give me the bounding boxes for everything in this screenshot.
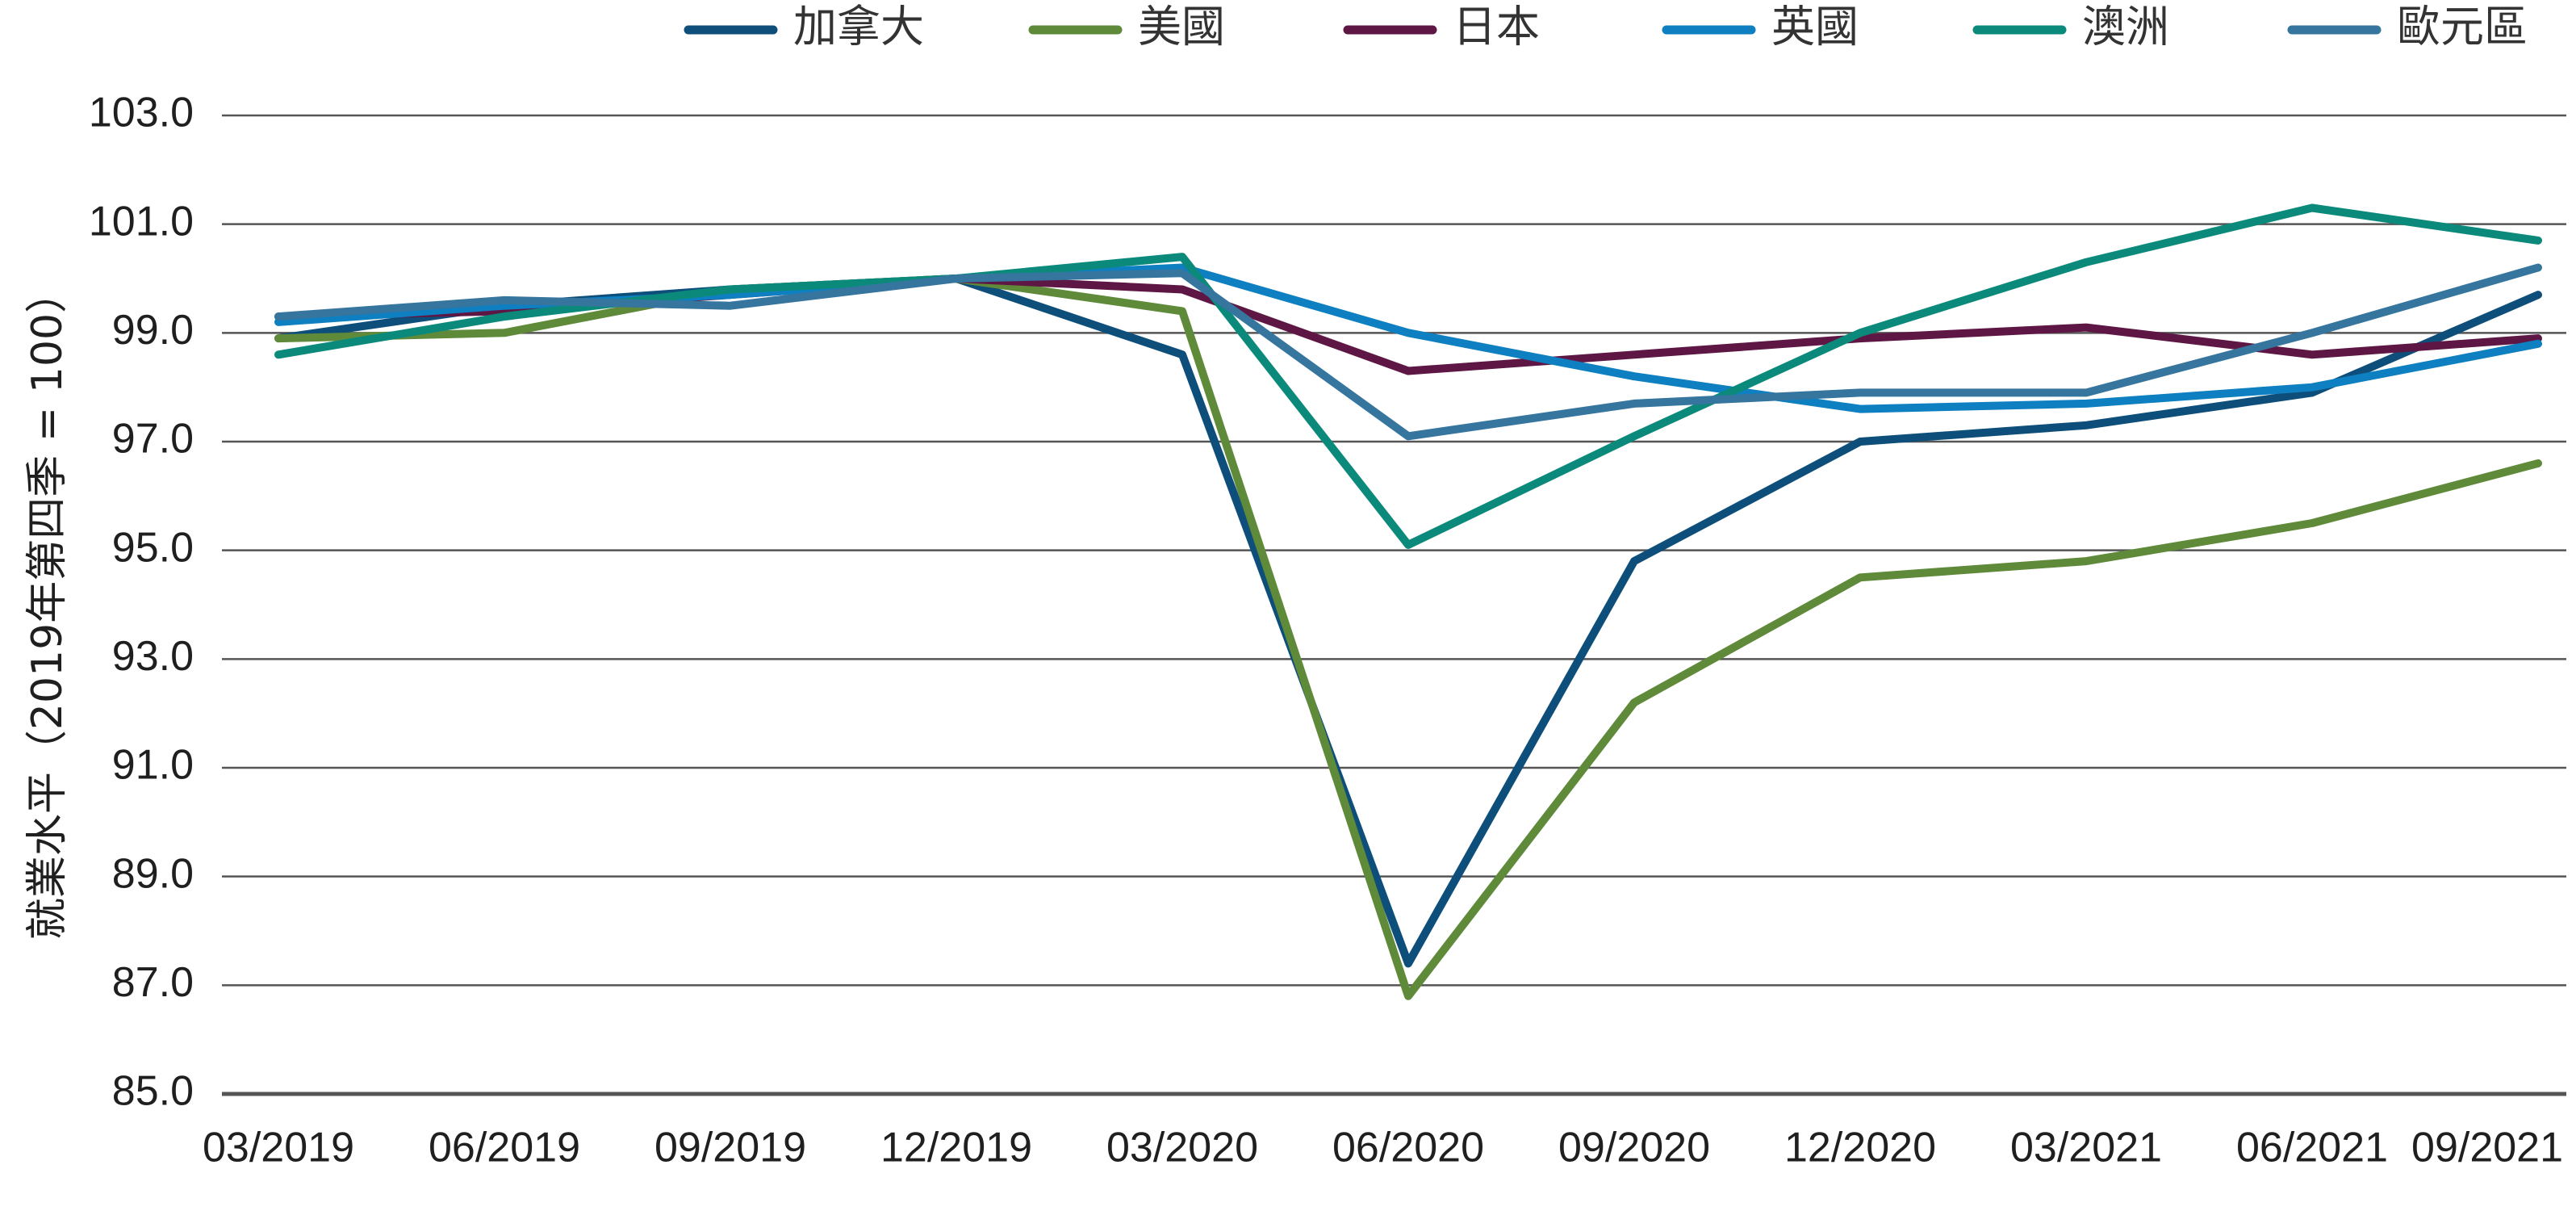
y-tick-label: 87.0 <box>112 959 194 1006</box>
legend-item-2: 日本 <box>1343 2 1540 52</box>
legend-label: 美國 <box>1138 2 1225 52</box>
legend-label: 加拿大 <box>793 2 924 52</box>
y-tick-label: 101.0 <box>89 198 194 245</box>
series-line-5 <box>274 263 2542 441</box>
y-tick-label: 91.0 <box>112 742 194 789</box>
series-line-4 <box>274 203 2542 549</box>
legend-item-4: 澳洲 <box>1972 2 2169 52</box>
grid-lines <box>222 114 2566 1096</box>
legend-label: 英國 <box>1771 2 1859 52</box>
x-tick-label: 09/2021 <box>2411 1125 2563 1171</box>
legend-item-1: 美國 <box>1028 2 1225 52</box>
y-tick-label: 99.0 <box>112 307 194 354</box>
x-axis-ticks: 03/2019 06/2019 09/2019 12/2019 03/2020 06/20… <box>203 1125 2563 1171</box>
y-tick-label: 93.0 <box>112 633 194 680</box>
x-tick-label: 03/2020 <box>1106 1125 1258 1171</box>
y-axis-ticks: 85.0 87.0 89.0 91.0 93.0 95.0 97.0 99.0 101.0 103… <box>89 90 194 1115</box>
x-tick-label: 06/2020 <box>1332 1125 1484 1171</box>
series-lines <box>274 203 2542 1000</box>
legend-item-3: 英國 <box>1662 2 1859 52</box>
y-axis-title: 就業水平（2019年第四季 = 100） <box>23 271 72 940</box>
legend-label: 歐元區 <box>2397 2 2528 52</box>
y-tick-label: 85.0 <box>112 1068 194 1115</box>
legend-item-5: 歐元區 <box>2287 2 2528 52</box>
series-line-2 <box>274 274 2542 375</box>
x-tick-label: 09/2020 <box>1558 1125 1710 1171</box>
series-line-0 <box>274 274 2542 968</box>
x-tick-label: 06/2021 <box>2236 1125 2388 1171</box>
legend-item-0: 加拿大 <box>684 2 924 52</box>
legend-label: 澳洲 <box>2082 2 2169 52</box>
x-tick-label: 09/2019 <box>654 1125 806 1171</box>
y-tick-label: 97.0 <box>112 416 194 463</box>
x-tick-label: 03/2019 <box>203 1125 354 1171</box>
x-tick-label: 06/2019 <box>429 1125 580 1171</box>
y-tick-label: 89.0 <box>112 850 194 897</box>
y-tick-label: 95.0 <box>112 524 194 571</box>
x-tick-label: 12/2020 <box>1784 1125 1936 1171</box>
series-line-1 <box>274 274 2542 1000</box>
x-tick-label: 12/2019 <box>880 1125 1032 1171</box>
legend: 加拿大 美國 日本 英國 澳洲 歐元區 <box>684 2 2528 52</box>
x-tick-label: 03/2021 <box>2010 1125 2162 1171</box>
legend-label: 日本 <box>1453 2 1540 52</box>
y-tick-label: 103.0 <box>89 90 194 136</box>
